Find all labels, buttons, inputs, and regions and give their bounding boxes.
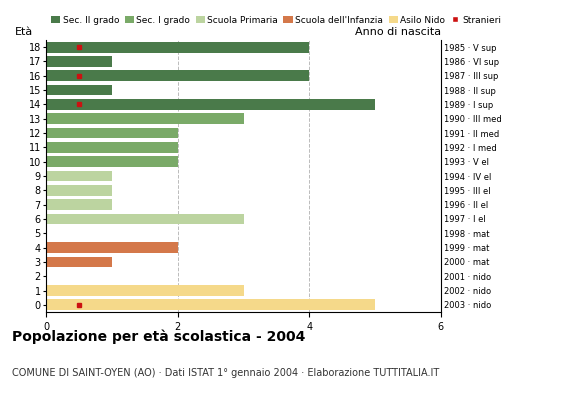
Bar — [46, 300, 375, 310]
Bar — [46, 113, 244, 124]
Bar — [46, 185, 112, 196]
Bar — [46, 56, 112, 67]
Text: Età: Età — [15, 27, 33, 37]
Legend: Sec. II grado, Sec. I grado, Scuola Primaria, Scuola dell'Infanzia, Asilo Nido, : Sec. II grado, Sec. I grado, Scuola Prim… — [51, 16, 502, 25]
Bar — [46, 99, 375, 110]
Bar — [46, 142, 178, 153]
Bar — [46, 242, 178, 253]
Bar — [46, 128, 178, 138]
Text: Popolazione per età scolastica - 2004: Popolazione per età scolastica - 2004 — [12, 330, 305, 344]
Bar — [46, 256, 112, 267]
Bar — [46, 199, 112, 210]
Bar — [46, 171, 112, 181]
Bar — [46, 285, 244, 296]
Bar — [46, 85, 112, 96]
Bar — [46, 42, 309, 52]
Bar — [46, 214, 244, 224]
Bar — [46, 70, 309, 81]
Bar — [46, 156, 178, 167]
Text: COMUNE DI SAINT-OYEN (AO) · Dati ISTAT 1° gennaio 2004 · Elaborazione TUTTITALIA: COMUNE DI SAINT-OYEN (AO) · Dati ISTAT 1… — [12, 368, 439, 378]
Text: Anno di nascita: Anno di nascita — [355, 27, 441, 37]
